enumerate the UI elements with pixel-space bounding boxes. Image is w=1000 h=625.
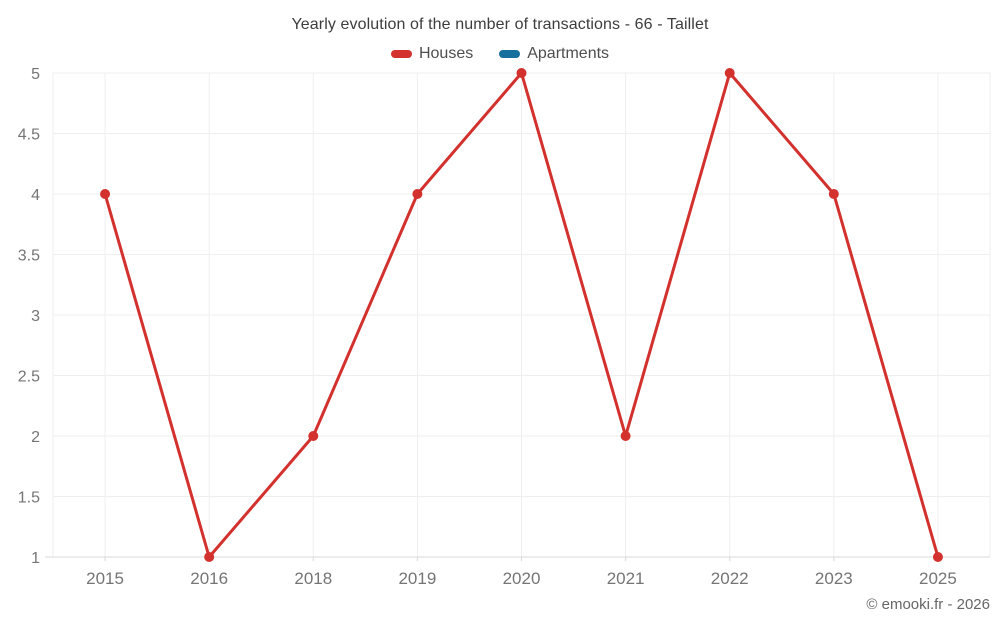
data-point-houses[interactable]: [724, 68, 735, 78]
x-axis-tick-label: 2020: [503, 569, 541, 588]
legend-label-houses: Houses: [418, 45, 474, 62]
data-point-houses[interactable]: [932, 552, 943, 562]
x-axis-tick-label: 2023: [815, 569, 853, 588]
x-axis-tick-label: 2018: [294, 569, 332, 588]
y-axis-tick-label: 4.5: [18, 127, 40, 144]
data-point-houses[interactable]: [308, 431, 319, 441]
y-axis-tick-label: 1.5: [18, 490, 40, 507]
houses-series-swatch-icon: [390, 50, 412, 58]
data-point-houses[interactable]: [620, 431, 631, 441]
x-axis-tick-label: 2016: [190, 569, 228, 588]
y-axis-tick-label: 3: [31, 308, 40, 325]
y-axis-tick-label: 4: [31, 187, 40, 204]
chart-title: Yearly evolution of the number of transa…: [291, 16, 709, 33]
y-axis-tick-label: 5: [31, 66, 40, 83]
data-point-houses[interactable]: [828, 189, 839, 199]
x-axis-tick-label: 2019: [398, 569, 436, 588]
data-point-houses[interactable]: [100, 189, 111, 199]
x-axis-tick-label: 2021: [607, 569, 645, 588]
apartments-series-swatch-icon: [499, 50, 521, 58]
x-axis-tick-label: 2025: [919, 569, 957, 588]
y-axis-tick-label: 1: [31, 550, 40, 567]
legend-label-apartments: Apartments: [527, 45, 610, 62]
data-point-houses[interactable]: [516, 68, 527, 78]
y-axis-tick-label: 3.5: [18, 248, 40, 265]
x-axis-tick-label: 2022: [711, 569, 749, 588]
chart-legend: Houses Apartments: [0, 45, 1000, 63]
data-point-houses[interactable]: [412, 189, 423, 199]
y-axis-tick-label: 2.5: [18, 369, 40, 386]
legend-item-apartments[interactable]: Apartments: [499, 45, 609, 63]
x-axis-tick-label: 2015: [86, 569, 124, 588]
legend-item-houses[interactable]: Houses: [390, 45, 474, 63]
y-axis-tick-label: 2: [31, 429, 40, 446]
data-point-houses[interactable]: [204, 552, 215, 562]
copyright-text: © emooki.fr - 2026: [866, 596, 990, 613]
